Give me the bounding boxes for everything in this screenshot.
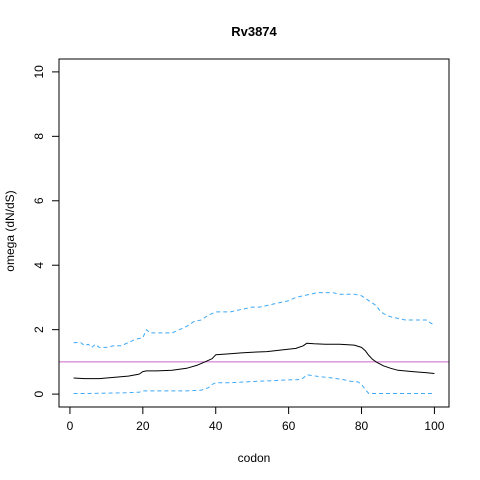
series-upper-line xyxy=(73,292,435,348)
x-tick-label: 0 xyxy=(67,419,74,433)
y-tick-label: 4 xyxy=(32,262,46,269)
chart-title: Rv3874 xyxy=(231,24,277,39)
x-tick-label: 60 xyxy=(282,419,296,433)
y-axis-label: omega (dN/dS) xyxy=(3,190,17,271)
x-tick-label: 100 xyxy=(424,419,444,433)
x-tick-label: 40 xyxy=(209,419,223,433)
series-lower-line xyxy=(73,374,435,394)
y-tick-label: 10 xyxy=(32,65,46,79)
data-series xyxy=(59,292,449,394)
x-tick-label: 20 xyxy=(136,419,150,433)
series-estimate-line xyxy=(73,342,435,380)
y-tick-label: 2 xyxy=(32,326,46,333)
x-tick-label: 80 xyxy=(355,419,369,433)
plot-frame xyxy=(58,58,450,408)
x-axis-label: codon xyxy=(238,451,271,465)
y-tick-label: 0 xyxy=(32,390,46,397)
y-tick-label: 8 xyxy=(32,133,46,140)
y-tick-label: 6 xyxy=(32,197,46,204)
axes: 0 20 40 60 80 100 0 2 4 6 8 10 xyxy=(32,65,445,433)
